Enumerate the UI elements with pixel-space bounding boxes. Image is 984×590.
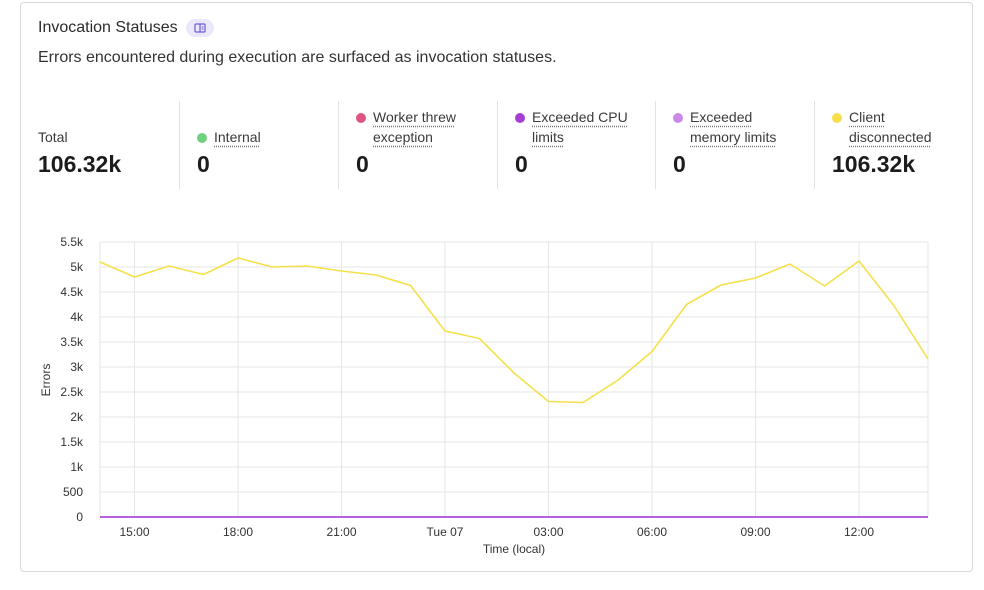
stat-label-line: disconnected [849,129,932,145]
stat-value: 0 [197,151,210,177]
stat-exceeded-memory: Exceeded memory limits 0 [655,101,814,189]
stat-label-line: memory limits [690,129,777,145]
stat-label[interactable]: Internal [214,127,261,147]
series-line-client-disconnected [99,257,929,404]
exceeded-memory-legend-dot [673,113,683,123]
x-tick-label: 12:00 [844,525,874,539]
y-tick-label: 2k [70,410,84,424]
y-tick-label: 1.5k [60,435,84,449]
card-header: Invocation Statuses [38,19,214,37]
y-tick-label: 5.5k [60,235,84,249]
stat-label-line: Exceeded [690,109,753,125]
stat-value: 106.32k [832,151,916,177]
card-title: Invocation Statuses [38,19,178,36]
stat-value: 106.32k [38,151,122,177]
stat-exceeded-cpu: Exceeded CPU limits 0 [497,101,656,189]
worker-exception-legend-dot [356,113,366,123]
stat-value: 0 [515,151,528,177]
x-tick-label: 03:00 [533,525,563,539]
stat-label: Total [38,127,68,147]
card-subtitle: Errors encountered during execution are … [38,49,557,66]
y-tick-label: 500 [63,485,83,499]
stat-label[interactable]: Exceeded memory limits [690,107,776,147]
stat-label[interactable]: Exceeded CPU limits [532,107,628,147]
y-tick-label: 4k [70,310,84,324]
stat-total: Total 106.32k [38,101,180,189]
stat-label-line: Worker threw [373,109,456,125]
y-tick-label: 3.5k [60,335,84,349]
x-tick-label: Tue 07 [427,525,464,539]
invocation-statuses-card: Invocation Statuses Errors encountered d… [20,2,973,572]
x-tick-label: 18:00 [223,525,253,539]
internal-legend-dot [197,133,207,143]
client-disconnected-legend-dot [832,113,842,123]
exceeded-cpu-legend-dot [515,113,525,123]
stat-label-line: exception [373,129,433,145]
y-tick-label: 0 [76,510,83,524]
status-summary: Total 106.32k Internal 0 Worker threw ex… [38,101,958,189]
stat-worker-exception: Worker threw exception 0 [338,101,497,189]
x-tick-label: 15:00 [119,525,149,539]
stat-label[interactable]: Worker threw exception [373,107,456,147]
stat-label-line: Internal [214,129,261,145]
x-tick-label: 06:00 [637,525,667,539]
stat-client-disconnected: Client disconnected 106.32k [814,101,959,189]
x-axis-title: Time (local) [483,542,545,556]
y-tick-label: 2.5k [60,385,84,399]
y-tick-label: 3k [70,360,84,374]
stat-label-line: Exceeded CPU [532,109,628,125]
stat-label-line: limits [532,129,564,145]
y-tick-label: 5k [70,260,84,274]
stat-internal: Internal 0 [179,101,338,189]
stat-value: 0 [356,151,369,177]
y-tick-label: 4.5k [60,285,84,299]
stat-label-line: Client [849,109,885,125]
y-tick-label: 1k [70,460,84,474]
y-axis-title: Errors [39,364,53,397]
stat-label[interactable]: Client disconnected [849,107,932,147]
stat-value: 0 [673,151,686,177]
x-tick-label: 21:00 [326,525,356,539]
stat-label-line: Total [38,129,68,145]
x-tick-label: 09:00 [740,525,770,539]
book-icon[interactable] [185,19,214,37]
